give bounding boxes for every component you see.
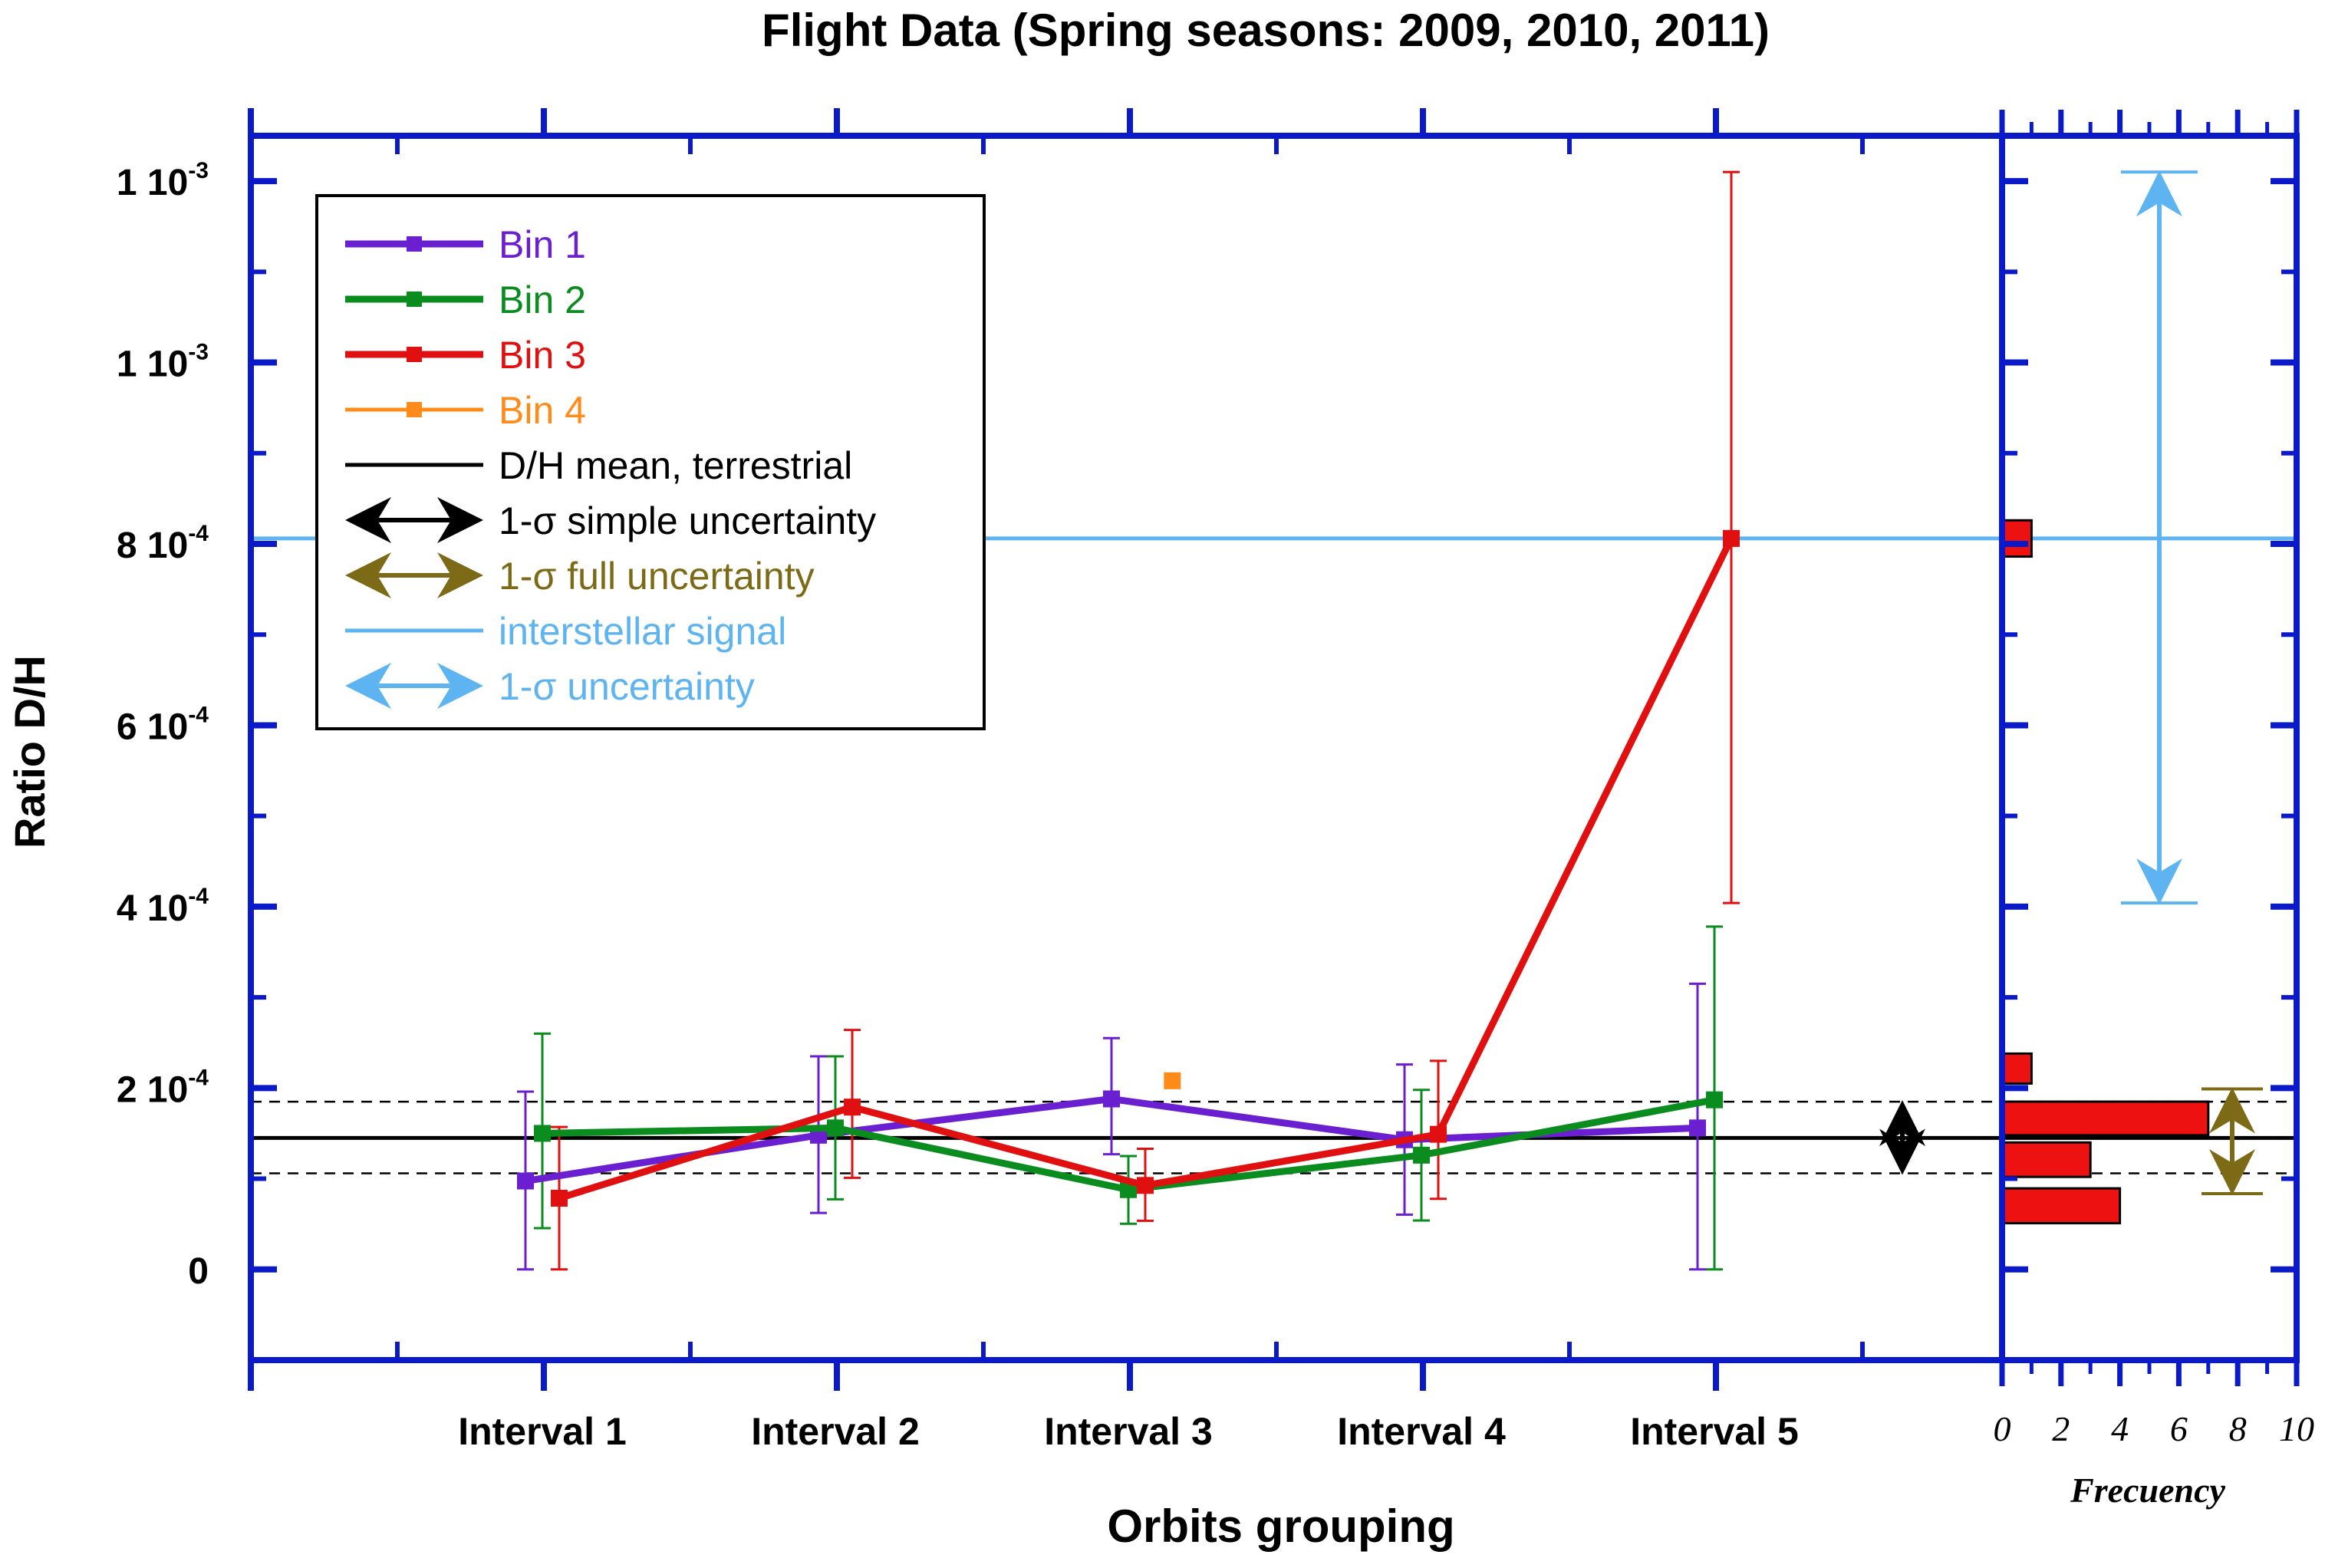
data-point <box>1164 1072 1181 1089</box>
y-tick-label: 4 10-4 <box>117 884 209 929</box>
histogram-bar <box>2001 1187 2122 1224</box>
histogram-bar <box>2001 519 2033 558</box>
y-axis-label: Ratio D/H <box>5 655 54 848</box>
x-tick-label: Interval 4 <box>1337 1410 1506 1453</box>
legend-label: Bin 4 <box>499 389 586 432</box>
legend-label: Bin 1 <box>499 223 586 266</box>
x-tick-label: Interval 3 <box>1044 1410 1213 1453</box>
data-series <box>517 170 1740 1271</box>
legend-label: 1-σ simple uncertainty <box>499 499 876 542</box>
legend-label: 1-σ uncertainty <box>499 665 755 708</box>
y-tick-label: 1 10-3 <box>117 158 209 203</box>
histogram-x-tick-label: 4 <box>2111 1409 2129 1448</box>
data-point <box>534 1125 551 1142</box>
x-tick-label: Interval 5 <box>1630 1410 1799 1453</box>
data-point <box>551 1189 568 1207</box>
y-tick-label: 6 10-4 <box>117 702 209 747</box>
histogram-x-tick-label: 0 <box>1994 1409 2011 1448</box>
histogram-bar <box>2001 1052 2033 1085</box>
axes: 0 2 10-4 4 10-4 6 10-4 8 10-4 1 10-3 1 10-3 Int… <box>117 108 2314 1453</box>
data-point <box>1430 1125 1447 1143</box>
histogram-x-tick-label: 8 <box>2229 1409 2247 1448</box>
data-point <box>1137 1177 1154 1194</box>
histogram-x-tick-label: 6 <box>2170 1409 2188 1448</box>
legend: Bin 1 Bin 2 Bin 3 Bin 4 D/H mean, terrestria… <box>315 194 986 730</box>
legend-label: Bin 2 <box>499 278 586 321</box>
histogram-bar <box>2001 1100 2210 1137</box>
y-tick-label: 2 10-4 <box>117 1065 209 1110</box>
histogram-bar <box>2001 1141 2092 1178</box>
data-point <box>844 1099 861 1116</box>
legend-label: D/H mean, terrestrial <box>499 444 852 487</box>
data-point <box>1706 1091 1723 1108</box>
legend-symbol-marker <box>407 292 422 307</box>
legend-symbol-marker <box>407 347 422 362</box>
chart-title: Flight Data (Spring seasons: 2009, 2010,… <box>762 5 1770 56</box>
data-point <box>1689 1119 1706 1137</box>
data-point <box>517 1172 534 1190</box>
y-tick-label: 1 10-3 <box>117 340 209 385</box>
histogram-x-tick-label: 10 <box>2279 1409 2314 1448</box>
data-point <box>1413 1146 1430 1164</box>
x-axis-label: Orbits grouping <box>1107 1500 1454 1552</box>
legend-symbol-marker <box>407 402 422 417</box>
data-point <box>1103 1090 1120 1108</box>
y-tick-label: 8 10-4 <box>117 521 209 566</box>
legend-label: Bin 3 <box>499 334 586 377</box>
histogram-x-tick-label: 2 <box>2052 1409 2070 1448</box>
histogram <box>2001 519 2210 1224</box>
x-tick-label: Interval 2 <box>751 1410 920 1453</box>
y-tick-label: 0 <box>188 1251 209 1292</box>
data-point <box>827 1119 844 1137</box>
histogram-x-label: Frecuency <box>2070 1471 2225 1510</box>
legend-label: 1-σ full uncertainty <box>499 555 815 598</box>
legend-box <box>315 194 986 730</box>
data-point <box>1723 529 1740 547</box>
legend-label: interstellar signal <box>499 610 786 653</box>
legend-symbol-marker <box>407 236 422 252</box>
x-tick-label: Interval 1 <box>458 1410 627 1453</box>
